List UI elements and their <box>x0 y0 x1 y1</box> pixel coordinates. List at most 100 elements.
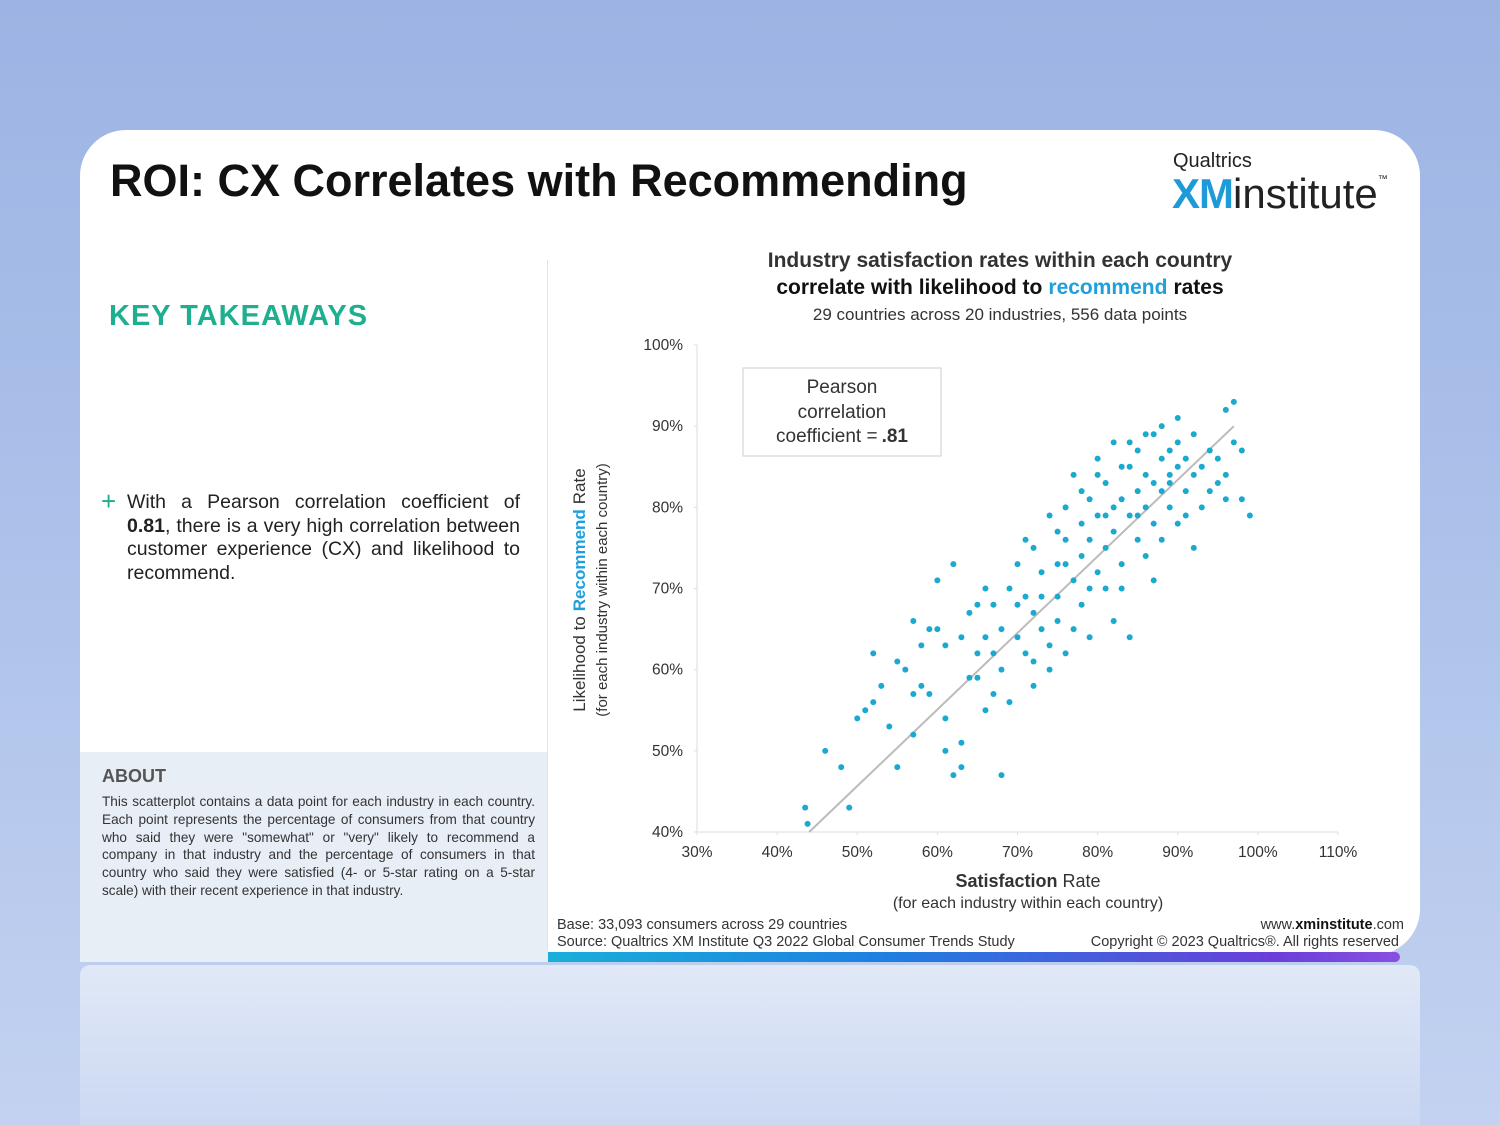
point <box>966 674 973 681</box>
takeaway-value: 0.81 <box>127 514 165 537</box>
point <box>1014 601 1021 608</box>
point <box>1054 593 1061 600</box>
point <box>1238 496 1245 503</box>
point <box>966 609 973 616</box>
point <box>854 715 861 722</box>
point <box>1238 447 1245 454</box>
takeaway-text: With a Pearson correlation coefficient o… <box>127 491 520 513</box>
point <box>958 634 965 641</box>
point <box>910 617 917 624</box>
point <box>1070 471 1077 478</box>
point <box>1142 504 1149 511</box>
point <box>1062 504 1069 511</box>
annotation-box <box>742 367 942 457</box>
point <box>1110 504 1117 511</box>
x-tick-label: 70% <box>1002 844 1033 861</box>
takeaways-heading: KEY TAKEAWAYS <box>109 300 369 332</box>
point <box>942 642 949 649</box>
x-tick-label: 50% <box>842 844 873 861</box>
point <box>870 699 877 706</box>
point <box>1038 593 1045 600</box>
point <box>918 642 925 649</box>
point <box>982 585 989 592</box>
point <box>990 650 997 657</box>
point <box>1086 496 1093 503</box>
point <box>1006 699 1013 706</box>
point <box>1046 642 1053 649</box>
point <box>1126 463 1133 470</box>
x-tick-label: 40% <box>762 844 793 861</box>
x-label-sub: (for each industry within each country) <box>893 895 1163 912</box>
point <box>1062 561 1069 568</box>
point <box>1070 577 1077 584</box>
logo-top: Qualtrics <box>1173 150 1252 172</box>
y-tick-label: 90% <box>652 418 683 435</box>
point <box>1174 439 1181 446</box>
y-label-part: Rate <box>570 468 589 504</box>
point <box>1014 634 1021 641</box>
point <box>1054 617 1061 624</box>
x-tick-label: 90% <box>1162 844 1193 861</box>
y-tick-label: 60% <box>652 662 683 679</box>
point <box>1046 666 1053 673</box>
x-label-part: Rate <box>1063 871 1101 891</box>
y-tick-label: 50% <box>652 743 683 760</box>
point <box>1134 536 1141 543</box>
y-label-sub: (for each industry within each country) <box>594 463 611 716</box>
point <box>1014 561 1021 568</box>
x-tick-label: 110% <box>1319 844 1358 861</box>
point <box>1030 609 1037 616</box>
point <box>1110 617 1117 624</box>
point <box>878 682 885 689</box>
point <box>1158 423 1165 430</box>
point <box>1094 569 1101 576</box>
takeaway: With a Pearson correlation coefficient o… <box>127 491 520 585</box>
site-part: www. <box>1260 917 1296 933</box>
x-label: Satisfaction Rate <box>955 871 1100 891</box>
y-tick-label: 70% <box>652 581 683 598</box>
point <box>1198 504 1205 511</box>
y-tick-label: 40% <box>652 824 683 841</box>
point <box>1206 488 1213 495</box>
point <box>1134 488 1141 495</box>
y-tick-label: 80% <box>652 499 683 516</box>
point <box>1182 455 1189 462</box>
about-text: This scatterplot contains a data point f… <box>102 794 535 898</box>
point <box>1046 512 1053 519</box>
point <box>1038 626 1045 633</box>
point <box>998 666 1005 673</box>
point <box>1198 463 1205 470</box>
point <box>1166 471 1173 478</box>
point <box>1158 536 1165 543</box>
point <box>1214 479 1221 486</box>
point <box>886 723 893 730</box>
point <box>1094 512 1101 519</box>
site-part: .com <box>1373 917 1404 933</box>
point <box>1062 650 1069 657</box>
point <box>1110 439 1117 446</box>
point <box>1126 439 1133 446</box>
x-tick-label: 80% <box>1082 844 1113 861</box>
point <box>1118 496 1125 503</box>
point <box>1102 512 1109 519</box>
point <box>1054 528 1061 535</box>
point <box>1190 431 1197 438</box>
point <box>1102 479 1109 486</box>
point <box>1078 520 1085 527</box>
annotation: correlation <box>798 402 887 423</box>
x-tick-label: 30% <box>681 844 712 861</box>
site-part: xminstitute <box>1295 917 1372 933</box>
point <box>974 674 981 681</box>
point <box>1158 455 1165 462</box>
y-label-main: Likelihood to Recommend Rate <box>570 468 589 711</box>
point <box>1022 536 1029 543</box>
point <box>1222 406 1229 413</box>
annotation-value: .81 <box>882 426 909 447</box>
point <box>802 804 809 811</box>
logo-tm: ™ <box>1377 174 1388 185</box>
point <box>1030 544 1037 551</box>
point <box>1134 447 1141 454</box>
point <box>942 747 949 754</box>
point <box>1078 553 1085 560</box>
point <box>1230 398 1237 405</box>
